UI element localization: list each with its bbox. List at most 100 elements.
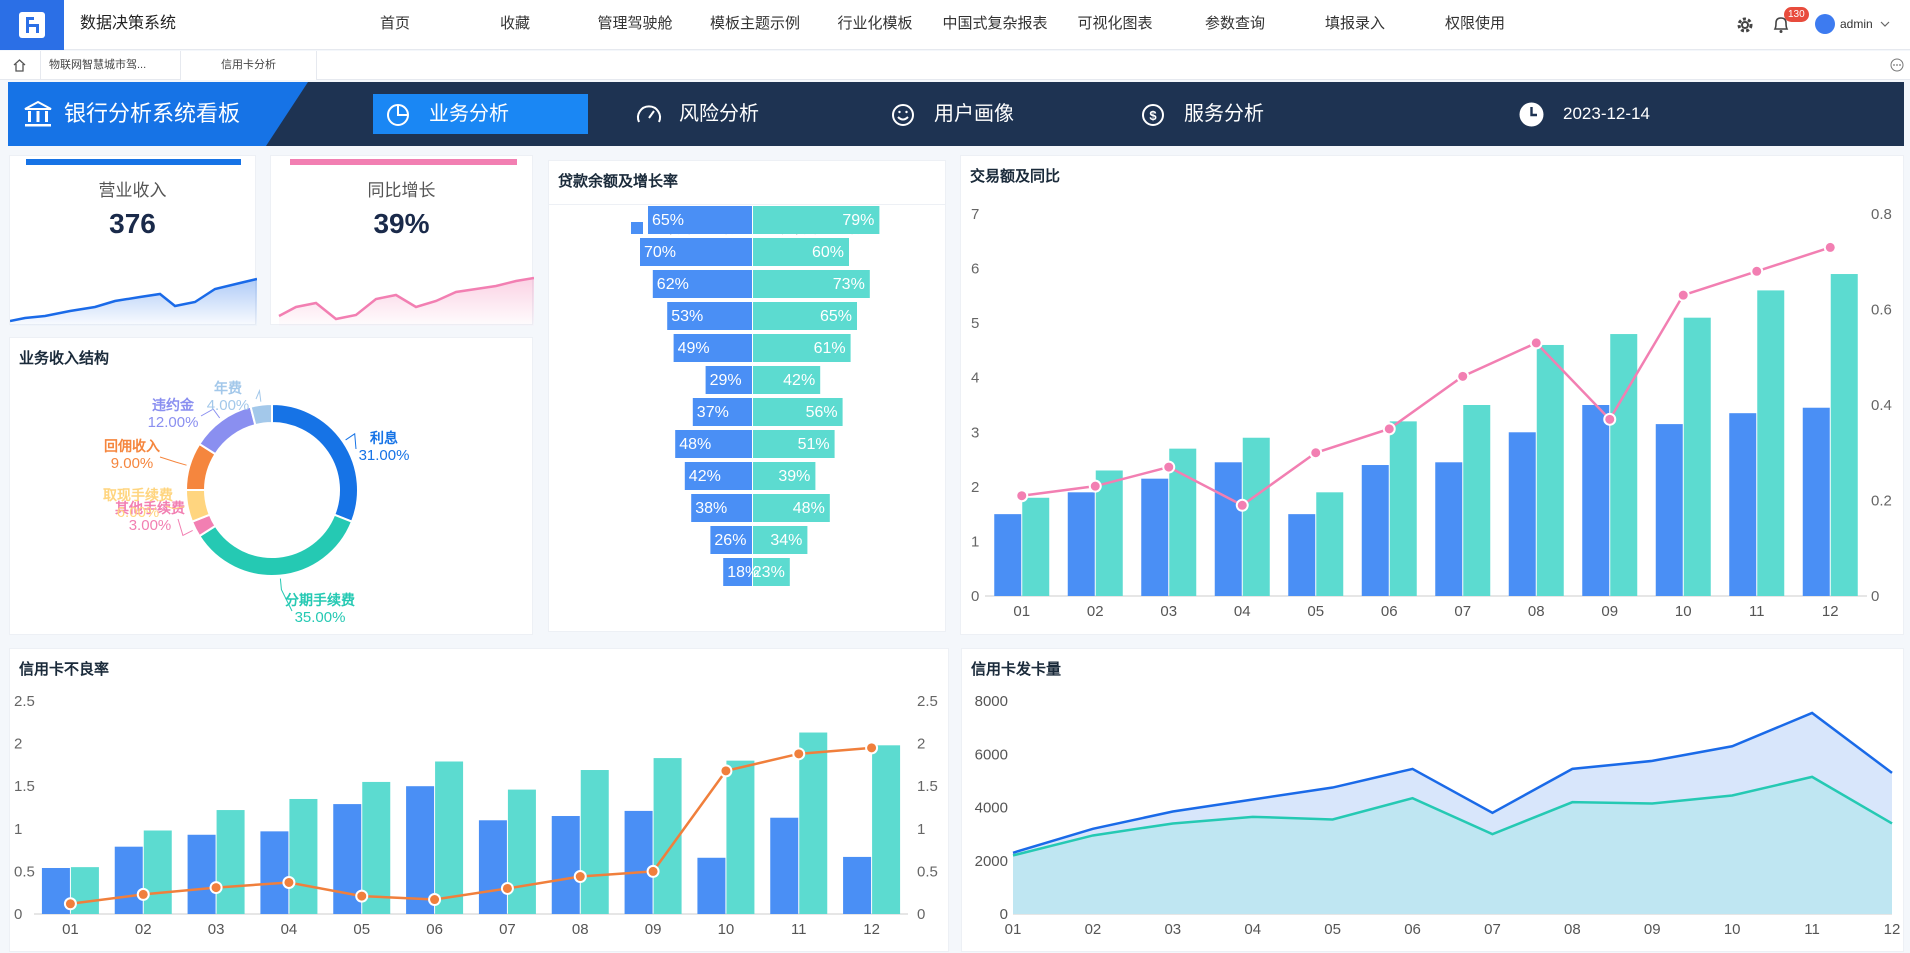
donut-slice — [198, 513, 354, 577]
user-name[interactable]: admin — [1840, 17, 1873, 31]
nav-permission[interactable]: 权限使用 — [1444, 15, 1506, 32]
donut-slice-name: 回佣收入 — [104, 438, 160, 454]
bar — [260, 831, 289, 914]
bar-last-year-label: 53% — [671, 308, 703, 325]
bar-this-year-label: 39% — [778, 468, 810, 485]
nav-fill[interactable]: 填报录入 — [1324, 15, 1386, 32]
y-tick-label: 1 — [14, 821, 22, 838]
loan-balance-card: 贷款余额及增长率 去年贷款余额今年贷款余额65%79%70%60%62%73%5… — [548, 160, 946, 632]
npl-rate-title: 信用卡不良率 — [19, 661, 110, 678]
x-tick-label: 06 — [1381, 603, 1398, 620]
bar-this-year — [753, 366, 821, 394]
chevron-down-icon[interactable] — [1880, 20, 1890, 28]
bar — [1582, 405, 1610, 596]
tab-business-analysis[interactable]: 业务分析 — [373, 94, 588, 134]
x-tick-label: 05 — [1307, 603, 1324, 620]
y2-tick-label: 1 — [917, 821, 925, 838]
tab-risk-analysis[interactable]: 风险分析 — [623, 94, 823, 134]
y2-tick-label: 0.4 — [1871, 397, 1892, 414]
dashboard-date: 2023-12-14 — [1563, 104, 1650, 123]
bar — [1655, 424, 1683, 596]
dashboard-header: 银行分析系统看板 业务分析 风险分析 用户画像 $ 服务分析 2023-12-1… — [8, 82, 1904, 146]
nav-home[interactable]: 首页 — [379, 15, 411, 32]
bar — [1757, 290, 1785, 596]
bar-this-year — [753, 270, 870, 298]
donut-slice-percent: 9.00% — [111, 455, 154, 472]
more-icon[interactable] — [1890, 58, 1904, 72]
line-point — [1676, 288, 1690, 302]
y-tick-label: 0 — [14, 906, 22, 923]
bar — [1067, 492, 1095, 596]
bar-this-year-label: 23% — [753, 564, 785, 581]
nav-reports[interactable]: 中国式复杂报表 — [942, 15, 1048, 32]
bar — [362, 781, 391, 914]
x-tick-label: 11 — [1804, 921, 1820, 938]
x-tick-label: 01 — [1013, 603, 1030, 620]
y-tick-label: 1 — [971, 533, 979, 550]
bar — [1389, 421, 1417, 596]
bar-last-year — [691, 494, 752, 522]
bar — [1830, 274, 1858, 596]
tab-service-analysis-label: 服务分析 — [1184, 103, 1264, 125]
kpi-revenue-card: 营业收入 376 — [9, 155, 257, 326]
line-point — [792, 747, 806, 761]
bar — [1729, 413, 1757, 596]
x-tick-label: 03 — [1164, 921, 1181, 938]
x-tick-label: 07 — [499, 921, 516, 938]
nav-charts[interactable]: 可视化图表 — [1077, 15, 1153, 32]
bar — [478, 820, 507, 914]
tab-credit-card[interactable]: 信用卡分析 — [181, 51, 317, 80]
gear-icon[interactable] — [1735, 15, 1755, 35]
bar — [770, 817, 799, 914]
kpi-revenue-accent — [26, 159, 241, 165]
y-tick-label: 4 — [971, 370, 979, 387]
line-point — [646, 864, 660, 878]
app-title: 数据决策系统 — [80, 15, 177, 32]
loan-balance-title: 贷款余额及增长率 — [558, 173, 679, 190]
x-tick-label: 09 — [1644, 921, 1661, 938]
bar-this-year — [753, 206, 880, 234]
bar-this-year-label: 61% — [814, 340, 846, 357]
bar — [1022, 497, 1050, 596]
nav-query[interactable]: 参数查询 — [1204, 15, 1266, 32]
tab-service-analysis[interactable]: $ 服务分析 — [1128, 94, 1328, 134]
y-tick-label: 3 — [971, 424, 979, 441]
home-icon[interactable] — [12, 58, 27, 73]
y-tick-label: 7 — [971, 206, 979, 223]
tab-smart-city[interactable]: 物联网智慧城市驾... — [40, 51, 181, 80]
nav-cockpit[interactable]: 管理驾驶舱 — [597, 15, 673, 32]
tab-business-analysis-label: 业务分析 — [429, 103, 509, 125]
x-tick-label: 07 — [1454, 603, 1471, 620]
dashboard-title: 银行分析系统看板 — [64, 101, 241, 126]
bell-icon[interactable] — [1772, 15, 1790, 35]
nav-templates[interactable]: 模板主题示例 — [709, 15, 801, 32]
nav-favorites[interactable]: 收藏 — [499, 15, 531, 32]
donut-leader-line — [177, 518, 193, 537]
bar — [653, 758, 682, 914]
y-tick-label: 8000 — [975, 693, 1008, 710]
line-point — [1823, 240, 1837, 254]
tab-user-profile[interactable]: 用户画像 — [878, 94, 1078, 134]
user-avatar[interactable] — [1815, 14, 1835, 34]
svg-text:$: $ — [1149, 108, 1157, 123]
header-title-block — [8, 82, 308, 146]
bar-this-year-label: 60% — [812, 244, 844, 261]
nav-industry[interactable]: 行业化模板 — [837, 15, 913, 32]
title-divider — [549, 204, 945, 205]
area-line — [1012, 711, 1893, 854]
line-point — [719, 764, 733, 778]
tab-user-profile-label: 用户画像 — [934, 103, 1014, 125]
bar-this-year-label: 51% — [798, 436, 830, 453]
bar-this-year — [753, 398, 843, 426]
donut-slice-name: 年费 — [214, 380, 242, 396]
bar — [1536, 344, 1564, 596]
y2-tick-label: 0 — [917, 906, 925, 923]
y2-tick-label: 0.5 — [917, 863, 938, 880]
bar — [1463, 405, 1491, 596]
donut-slice-name: 利息 — [370, 430, 398, 446]
x-tick-label: 10 — [1724, 921, 1741, 938]
line-point — [355, 889, 369, 903]
app-logo[interactable] — [0, 0, 64, 50]
